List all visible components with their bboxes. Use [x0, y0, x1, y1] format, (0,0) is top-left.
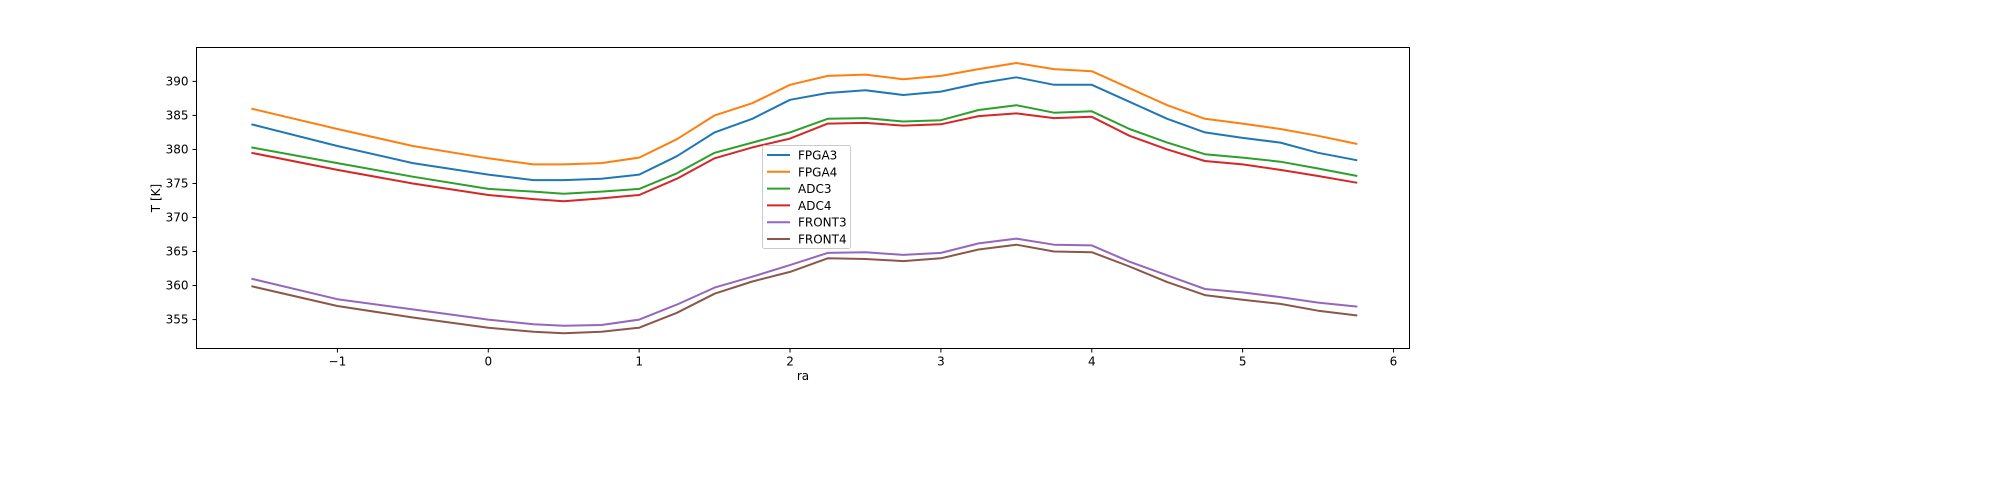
- y-axis-label: T [K]: [149, 184, 163, 213]
- x-tick-label: 6: [1390, 355, 1398, 369]
- y-tick-label: 355: [166, 313, 189, 327]
- legend-label-fpga4: FPGA4: [798, 165, 837, 179]
- y-tick-label: 390: [166, 74, 189, 88]
- series-line-adc3: [251, 104, 1358, 195]
- series-line-fpga3: [251, 76, 1358, 182]
- legend-label-front4: FRONT4: [798, 233, 847, 247]
- x-tick-label: 2: [786, 355, 794, 369]
- y-tick-label: 365: [166, 245, 189, 259]
- series-line-adc4: [251, 112, 1358, 203]
- y-tick-label: 385: [166, 108, 189, 122]
- y-tick-label: 370: [166, 210, 189, 224]
- legend-label-adc4: ADC4: [798, 199, 831, 213]
- legend-label-adc3: ADC3: [798, 182, 831, 196]
- x-tick-label: 0: [484, 355, 492, 369]
- legend: FPGA3 FPGA4 ADC3 ADC4 FRONT3 FRONT4: [762, 145, 851, 249]
- x-tick-label: 1: [635, 355, 643, 369]
- x-tick-label: 3: [937, 355, 945, 369]
- series-line-fpga4: [251, 62, 1358, 166]
- x-tick-label: −1: [329, 355, 347, 369]
- legend-label-fpga3: FPGA3: [798, 149, 837, 163]
- x-axis-label: ra: [797, 369, 809, 383]
- legend-label-front3: FRONT3: [798, 216, 847, 230]
- plot-frame: [196, 47, 1410, 349]
- y-tick-label: 375: [166, 176, 189, 190]
- y-tick-label: 360: [166, 279, 189, 293]
- x-tick-label: 5: [1239, 355, 1247, 369]
- y-tick-label: 380: [166, 142, 189, 156]
- x-tick-label: 4: [1088, 355, 1096, 369]
- series-line-front4: [251, 243, 1358, 335]
- series-line-front3: [251, 237, 1358, 327]
